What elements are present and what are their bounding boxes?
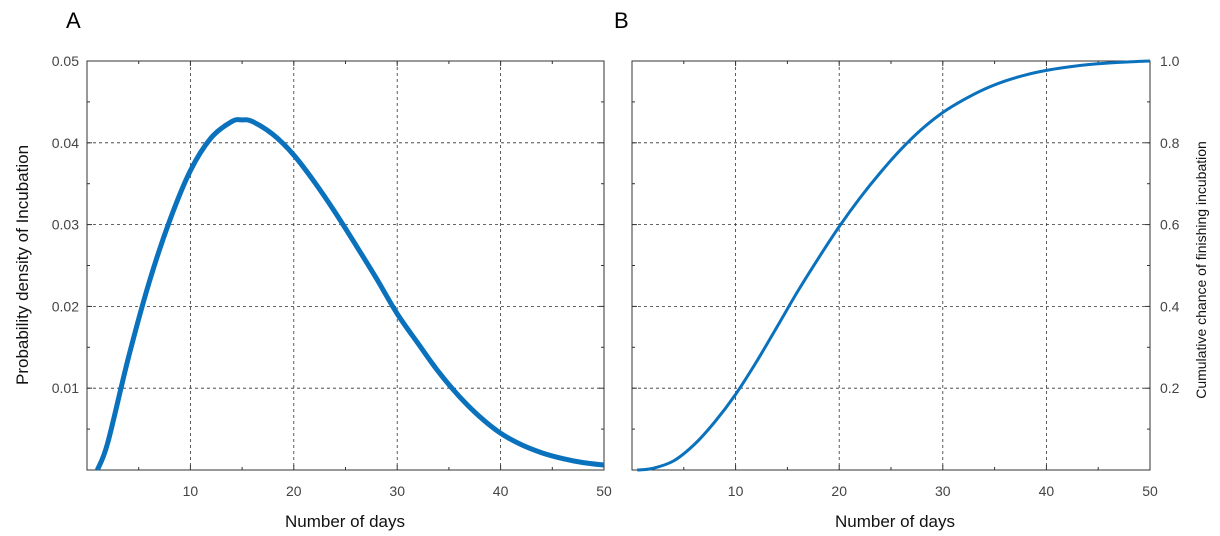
panel-a-x-tick-label: 20	[286, 483, 302, 499]
panel-a-y-tick-label: 0.01	[52, 380, 79, 396]
panel-a-grid	[87, 61, 604, 470]
panel-a-label: A	[66, 8, 81, 33]
panel-b-ticks: 10 20 30 40 50 0.2 0.4 0.6 0.8 1.0	[632, 53, 1180, 499]
panel-b-y-axis-title: Cumulative chance of finishing incubatio…	[1193, 141, 1209, 399]
panel-a-x-tick-label: 10	[183, 483, 199, 499]
panel-a-y-tick-label: 0.02	[52, 298, 79, 314]
panel-b-y-tick-label: 1.0	[1160, 53, 1180, 69]
panel-b: B 10 20 30 40 50 0.2 0.4 0.6 0.8 1.0 Number of da…	[614, 8, 1209, 531]
panel-a-plot-frame	[86, 60, 605, 471]
panel-a-series	[95, 117, 605, 471]
panel-a-series-line	[95, 117, 605, 471]
panel-b-series-line	[637, 59, 1151, 472]
panel-b-series	[637, 59, 1151, 472]
panel-b-x-tick-label: 20	[831, 483, 847, 499]
panel-b-y-tick-label: 0.8	[1160, 135, 1180, 151]
panel-b-x-tick-label: 50	[1142, 483, 1158, 499]
panel-a-y-tick-label: 0.03	[52, 217, 79, 233]
panel-a-x-tick-label: 30	[389, 483, 405, 499]
panel-a-ticks: 10 20 30 40 50 0.01 0.02 0.03 0.04 0.05	[52, 53, 612, 499]
panel-b-x-tick-label: 10	[728, 483, 744, 499]
panel-b-y-tick-label: 0.4	[1160, 298, 1180, 314]
panel-b-x-tick-label: 30	[935, 483, 951, 499]
panel-b-y-tick-label: 0.2	[1160, 380, 1180, 396]
panel-a: A 10 20 30 40 50 0.01 0.02 0.03 0.04 0.05 Number …	[13, 8, 612, 531]
panel-a-y-axis-title: Probability density of Incubation	[13, 145, 32, 385]
panel-a-y-tick-label: 0.04	[52, 135, 79, 151]
panel-a-x-tick-label: 50	[596, 483, 612, 499]
panel-a-x-axis-title: Number of days	[285, 512, 405, 531]
panel-a-y-tick-label: 0.05	[52, 53, 79, 69]
panel-b-plot-frame	[631, 60, 1151, 471]
panel-b-y-tick-label: 0.6	[1160, 217, 1180, 233]
panel-a-x-tick-label: 40	[493, 483, 509, 499]
panel-b-grid	[632, 61, 1150, 470]
panel-b-x-tick-label: 40	[1039, 483, 1055, 499]
panel-b-label: B	[614, 8, 629, 33]
panel-b-x-axis-title: Number of days	[835, 512, 955, 531]
